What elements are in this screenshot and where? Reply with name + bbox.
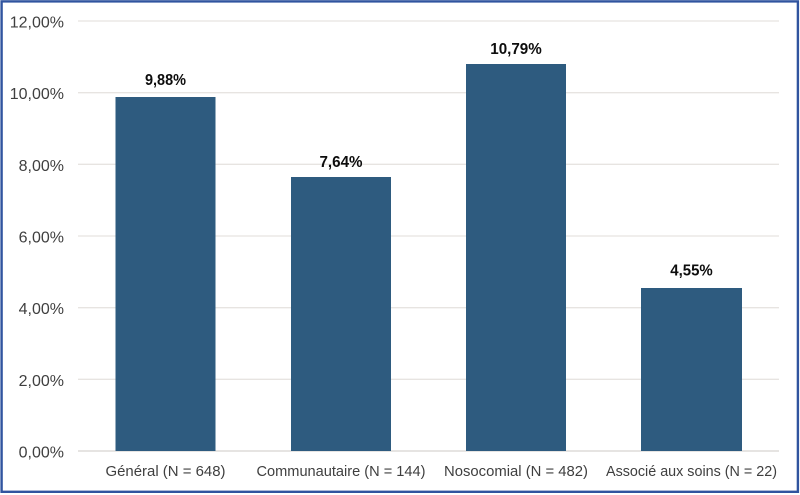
- svg-text:2,00%: 2,00%: [19, 373, 64, 390]
- svg-text:Communautaire (N = 144): Communautaire (N = 144): [257, 463, 426, 480]
- svg-text:12,00%: 12,00%: [10, 15, 64, 32]
- svg-text:4,55%: 4,55%: [670, 263, 713, 280]
- svg-text:Nosocomial (N = 482): Nosocomial (N = 482): [444, 463, 588, 480]
- svg-text:6,00%: 6,00%: [19, 230, 64, 247]
- svg-text:7,64%: 7,64%: [320, 154, 363, 171]
- svg-text:10,79%: 10,79%: [490, 41, 542, 58]
- svg-text:10,00%: 10,00%: [10, 86, 64, 103]
- svg-text:0,00%: 0,00%: [19, 445, 64, 462]
- svg-text:Général (N = 648): Général (N = 648): [106, 463, 226, 480]
- svg-text:Associé aux soins (N = 22): Associé aux soins (N = 22): [606, 463, 777, 480]
- svg-text:4,00%: 4,00%: [19, 301, 64, 318]
- svg-text:9,88%: 9,88%: [145, 72, 186, 89]
- svg-text:8,00%: 8,00%: [19, 158, 64, 175]
